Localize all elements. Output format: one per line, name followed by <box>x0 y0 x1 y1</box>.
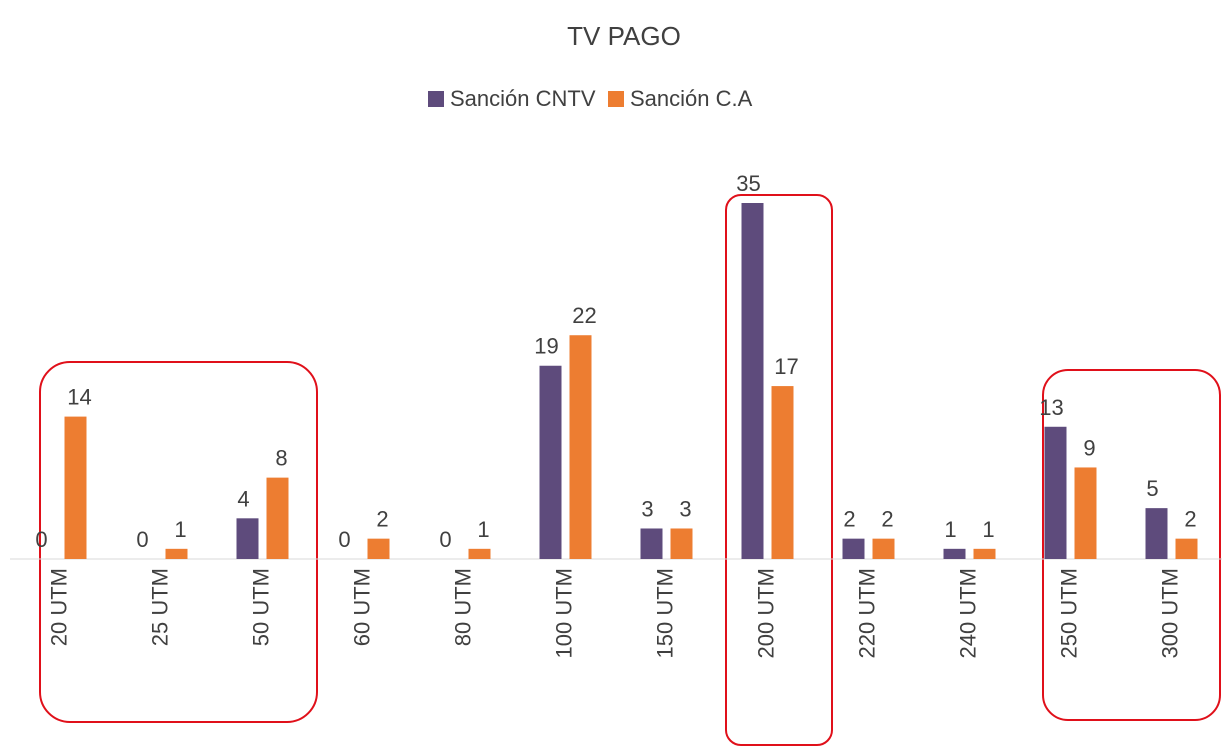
legend-swatch <box>428 91 444 107</box>
x-tick-label: 150 UTM <box>652 568 677 658</box>
data-label: 8 <box>275 446 287 471</box>
data-label: 0 <box>338 527 350 552</box>
x-tick-label: 240 UTM <box>955 568 980 658</box>
data-label: 13 <box>1039 395 1063 420</box>
data-label: 3 <box>679 496 691 521</box>
x-tick-label: 50 UTM <box>248 568 273 646</box>
data-label: 5 <box>1146 476 1158 501</box>
data-label: 1 <box>477 517 489 542</box>
data-label: 2 <box>843 507 855 532</box>
data-label: 1 <box>944 517 956 542</box>
chart-title: TV PAGO <box>567 21 681 51</box>
data-label: 4 <box>237 486 249 511</box>
data-label: 2 <box>1184 507 1196 532</box>
legend-label: Sanción CNTV <box>450 86 596 111</box>
highlight-box <box>725 194 833 746</box>
bar <box>943 548 966 559</box>
bar <box>165 548 188 559</box>
data-label: 2 <box>881 507 893 532</box>
x-tick-label: 20 UTM <box>46 568 71 646</box>
x-tick-label: 100 UTM <box>551 568 576 658</box>
data-label: 0 <box>35 527 47 552</box>
bar <box>266 477 289 559</box>
bar <box>640 528 663 559</box>
legend-swatch <box>608 91 624 107</box>
legend-label: Sanción C.A <box>630 86 753 111</box>
bar <box>236 518 259 559</box>
x-tick-label: 80 UTM <box>450 568 475 646</box>
data-label: 9 <box>1083 435 1095 460</box>
highlight-box <box>1042 369 1221 721</box>
data-label: 0 <box>136 527 148 552</box>
x-tick-label: 220 UTM <box>854 568 879 658</box>
data-label: 22 <box>572 303 596 328</box>
bar <box>64 416 87 559</box>
bar <box>1044 426 1067 559</box>
x-tick-label: 200 UTM <box>753 568 778 658</box>
x-tick-label: 60 UTM <box>349 568 374 646</box>
bar <box>973 548 996 559</box>
data-label: 2 <box>376 507 388 532</box>
bar <box>1074 467 1097 559</box>
bar <box>1175 538 1198 559</box>
bar <box>741 203 764 559</box>
data-label: 3 <box>641 496 653 521</box>
bar <box>872 538 895 559</box>
data-label: 35 <box>736 171 760 196</box>
x-tick-label: 250 UTM <box>1056 568 1081 658</box>
bar <box>539 365 562 559</box>
bar <box>842 538 865 559</box>
data-label: 17 <box>774 354 798 379</box>
data-label: 1 <box>982 517 994 542</box>
data-label: 14 <box>67 385 91 410</box>
data-label: 1 <box>174 517 186 542</box>
bar <box>771 386 794 559</box>
bar <box>1145 508 1168 559</box>
bar <box>468 548 491 559</box>
bar <box>670 528 693 559</box>
highlight-box <box>39 361 318 723</box>
bar <box>569 335 592 559</box>
x-tick-label: 300 UTM <box>1157 568 1182 658</box>
x-tick-label: 25 UTM <box>147 568 172 646</box>
bar <box>367 538 390 559</box>
data-label: 0 <box>439 527 451 552</box>
data-label: 19 <box>534 334 558 359</box>
